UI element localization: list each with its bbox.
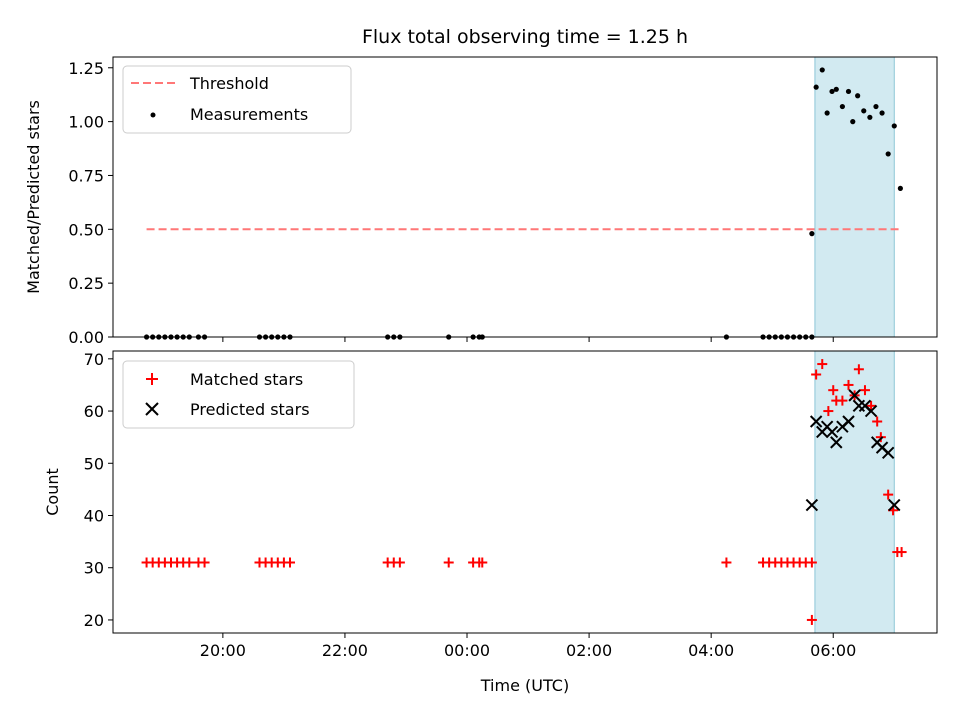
- y-tick-label: 0.50: [68, 220, 104, 239]
- predicted-star-point: [830, 436, 843, 449]
- top-y-axis-label: Matched/Predicted stars: [24, 100, 43, 294]
- y-tick-label: 70: [84, 350, 104, 369]
- matched-star-point: [859, 385, 870, 396]
- top-x-ticks: [222, 337, 834, 342]
- matched-star-point: [806, 614, 817, 625]
- measurement-point: [879, 110, 885, 116]
- matched-star-point: [872, 416, 883, 427]
- bottom-y-ticks: 20 30 40 50 60 70: [84, 350, 113, 630]
- bottom-legend: Matched stars Predicted stars: [122, 360, 355, 429]
- measurement-point: [829, 88, 835, 95]
- predicted-star-point: [825, 425, 839, 439]
- predicted-star-point: [881, 446, 895, 460]
- matched-star-point: [806, 557, 817, 568]
- measurement-point: [885, 151, 891, 157]
- measurement-point: [897, 185, 903, 191]
- x-tick-label: 00:00: [444, 641, 490, 660]
- x-tick-label: 20:00: [200, 641, 246, 660]
- matched-star-point: [184, 557, 195, 568]
- y-tick-label: 0.75: [68, 166, 104, 185]
- measurements-legend-label: Measurements: [190, 105, 308, 124]
- matched-star-point: [896, 547, 907, 558]
- bottom-y-axis-label: Count: [43, 468, 62, 516]
- bottom-axes-frame: [112, 350, 938, 634]
- y-tick-label: 1.25: [68, 59, 104, 78]
- measurement-point: [813, 84, 819, 90]
- measurements-legend-swatch: [150, 112, 156, 118]
- x-tick-label: 22:00: [322, 641, 368, 660]
- matched-star-point: [866, 400, 877, 411]
- x-tick-label: 06:00: [810, 641, 856, 660]
- matched-star-point: [853, 364, 864, 375]
- y-tick-label: 20: [84, 611, 104, 630]
- matched-legend-swatch: [146, 373, 158, 385]
- matched-star-point: [817, 359, 828, 370]
- y-tick-label: 30: [84, 559, 104, 578]
- y-tick-label: 40: [84, 507, 104, 526]
- top-y-ticks: 0.00 0.25 0.50 0.75 1.00 1.25: [68, 59, 113, 347]
- measurement-point: [867, 114, 873, 120]
- matched-legend-label: Matched stars: [190, 370, 303, 389]
- measurement-point: [850, 119, 856, 125]
- matched-star-point: [199, 557, 210, 568]
- matched-star-point: [394, 557, 405, 568]
- predicted-stars-points: [805, 389, 901, 512]
- measurement-point: [809, 231, 815, 237]
- y-tick-label: 0.00: [68, 328, 104, 347]
- y-tick-label: 50: [84, 454, 104, 473]
- matched-star-point: [883, 489, 894, 500]
- matched-star-point: [721, 557, 732, 568]
- measurement-point: [891, 123, 897, 129]
- measurement-point: [855, 93, 861, 99]
- matched-star-point: [843, 379, 854, 390]
- top-panel: 0.00 0.25 0.50 0.75 1.00 1.25 Matched/Predict…: [24, 56, 938, 347]
- matched-star-point: [811, 369, 822, 380]
- x-axis-label: Time (UTC): [480, 676, 569, 695]
- matched-star-point: [823, 406, 834, 417]
- measurement-point: [861, 108, 867, 114]
- measurement-point: [845, 88, 852, 95]
- measurement-point: [819, 67, 825, 73]
- bottom-panel: 20 30 40 50 60 70 20:00 22:00 00:00 02:00 04:00 06…: [43, 350, 938, 660]
- bottom-x-ticks: 20:00 22:00 00:00 02:00 04:00 06:00: [200, 633, 856, 660]
- top-axes-frame: [112, 56, 938, 338]
- measurement-points: [143, 67, 903, 340]
- predicted-star-point: [888, 498, 901, 512]
- measurement-point: [833, 86, 839, 92]
- predicted-star-point: [842, 415, 855, 428]
- y-tick-label: 1.00: [68, 113, 104, 132]
- matched-star-point: [285, 557, 296, 568]
- matched-stars-points: [141, 359, 907, 625]
- predicted-legend-label: Predicted stars: [190, 400, 310, 419]
- matched-star-point: [875, 432, 886, 443]
- matched-star-point: [828, 385, 839, 396]
- bottom-legend-box: [122, 360, 355, 429]
- predicted-star-point: [848, 389, 861, 402]
- matched-star-point: [477, 557, 488, 568]
- y-tick-label: 60: [84, 402, 104, 421]
- threshold-legend-label: Threshold: [189, 74, 269, 93]
- measurement-point: [839, 103, 845, 110]
- predicted-star-point: [809, 415, 823, 428]
- y-tick-label: 0.25: [68, 274, 104, 293]
- measurement-point: [873, 103, 879, 110]
- predicted-star-point: [864, 404, 878, 418]
- predicted-star-point: [805, 498, 819, 512]
- predicted-legend-swatch: [145, 402, 159, 416]
- x-tick-label: 04:00: [688, 641, 734, 660]
- measurement-point: [824, 110, 830, 116]
- figure-title: Flux total observing time = 1.25 h: [362, 26, 688, 48]
- top-legend: Threshold Measurements: [122, 65, 352, 134]
- matched-star-point: [443, 557, 454, 568]
- top-legend-box: [122, 65, 352, 134]
- top-observing-band: [814, 56, 895, 338]
- x-tick-label: 02:00: [566, 641, 612, 660]
- matched-star-point: [837, 395, 848, 406]
